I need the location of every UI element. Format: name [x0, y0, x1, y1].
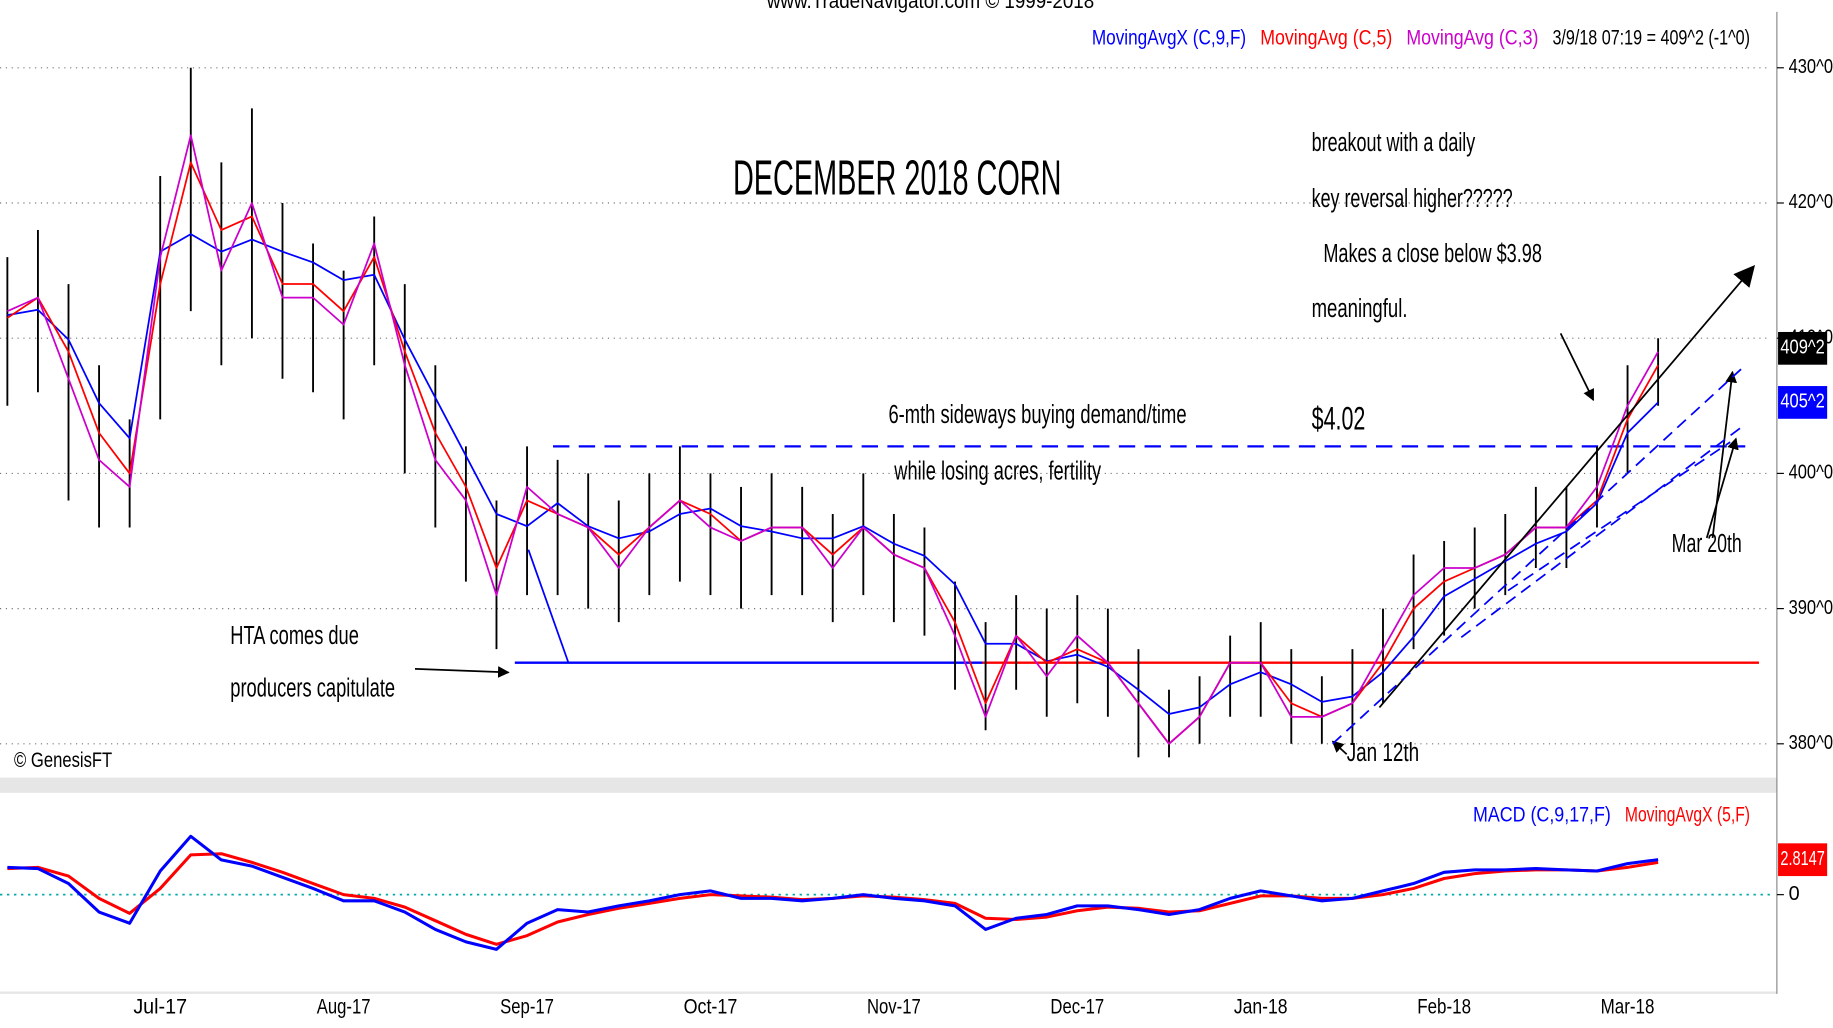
annotation: Jan 12th: [1347, 739, 1419, 767]
x-tick-label: Jul-17: [133, 995, 187, 1018]
header: www.TradeNavigator.com © 1999-2018: [766, 0, 1094, 13]
legend-entry: MovingAvg (C,5): [1260, 26, 1392, 49]
series-line: [7, 233, 1659, 715]
arrow: [1711, 370, 1738, 539]
panel-separator: [0, 991, 1777, 994]
annotation: Makes a close below $3.98: [1323, 240, 1542, 268]
series-line: [7, 134, 1659, 745]
arrow: [1559, 333, 1595, 402]
price-marker: [1778, 331, 1828, 365]
arrow: [414, 666, 510, 678]
annotation: while losing acres, fertility: [894, 457, 1102, 485]
x-tick-label: Oct-17: [684, 995, 738, 1018]
y-tick-label: 420^0: [1789, 191, 1833, 213]
annotation: meaningful.: [1312, 295, 1408, 323]
y-tick-label: 430^0: [1789, 56, 1833, 78]
annotation: 6-mth sideways buying demand/time: [888, 401, 1186, 429]
y-tick-label: 400^0: [1789, 462, 1833, 484]
price-marker-label: 2.8147: [1780, 848, 1824, 870]
annotation: producers capitulate: [230, 675, 395, 703]
chart-title: DECEMBER 2018 CORN: [733, 151, 1061, 205]
x-tick-label: Feb-18: [1417, 995, 1471, 1018]
x-tick-label: Mar-18: [1601, 995, 1655, 1018]
panel-separator: [0, 777, 1777, 793]
x-tick-label: Nov-17: [867, 995, 921, 1018]
series-line: [7, 834, 1659, 951]
annotation: breakout with a daily: [1312, 129, 1476, 157]
price-marker: [1778, 386, 1828, 419]
series-line: [6, 161, 1659, 745]
macd-panel: 0 MovingAvgX (5,F) MACD (C,9,17,F) 2.8147: [0, 804, 1828, 951]
legend-entry: MACD (C,9,17,F): [1473, 804, 1611, 827]
annotation: HTA comes due: [230, 622, 359, 650]
arrow: [1331, 740, 1348, 755]
credit: © GenesisFT: [14, 749, 112, 772]
price-marker: [1778, 843, 1828, 877]
legend-entry: MovingAvgX (C,9,F): [1092, 26, 1246, 49]
x-tick-label: Sep-17: [500, 995, 554, 1018]
x-tick-label: Jan-18: [1234, 995, 1288, 1018]
trend-line: [1460, 426, 1743, 639]
readout: 3/9/18 07:19 = 409^2 (-1^0): [1552, 26, 1750, 49]
x-tick-label: Dec-17: [1050, 995, 1104, 1018]
x-tick-label: Aug-17: [317, 995, 371, 1018]
legend-entry: MovingAvg (C,3): [1406, 26, 1538, 49]
price-marker-label: 405^2: [1780, 391, 1824, 413]
annotation: Mar 20th: [1672, 530, 1742, 558]
price-marker-label: 409^2: [1780, 337, 1824, 359]
trend-line: [1507, 441, 1731, 592]
y-tick-label: 380^0: [1789, 732, 1833, 754]
trend-line: [527, 549, 569, 663]
drawings: [414, 264, 1756, 755]
annotation: $4.02: [1312, 400, 1366, 437]
y-tick-label: 0: [1789, 883, 1800, 905]
arrow: [1705, 437, 1739, 539]
annotation: key reversal higher?????: [1312, 185, 1513, 213]
arrow: [1378, 264, 1756, 709]
y-tick-label: 390^0: [1789, 597, 1833, 619]
legend-entry: MovingAvgX (5,F): [1625, 804, 1750, 827]
